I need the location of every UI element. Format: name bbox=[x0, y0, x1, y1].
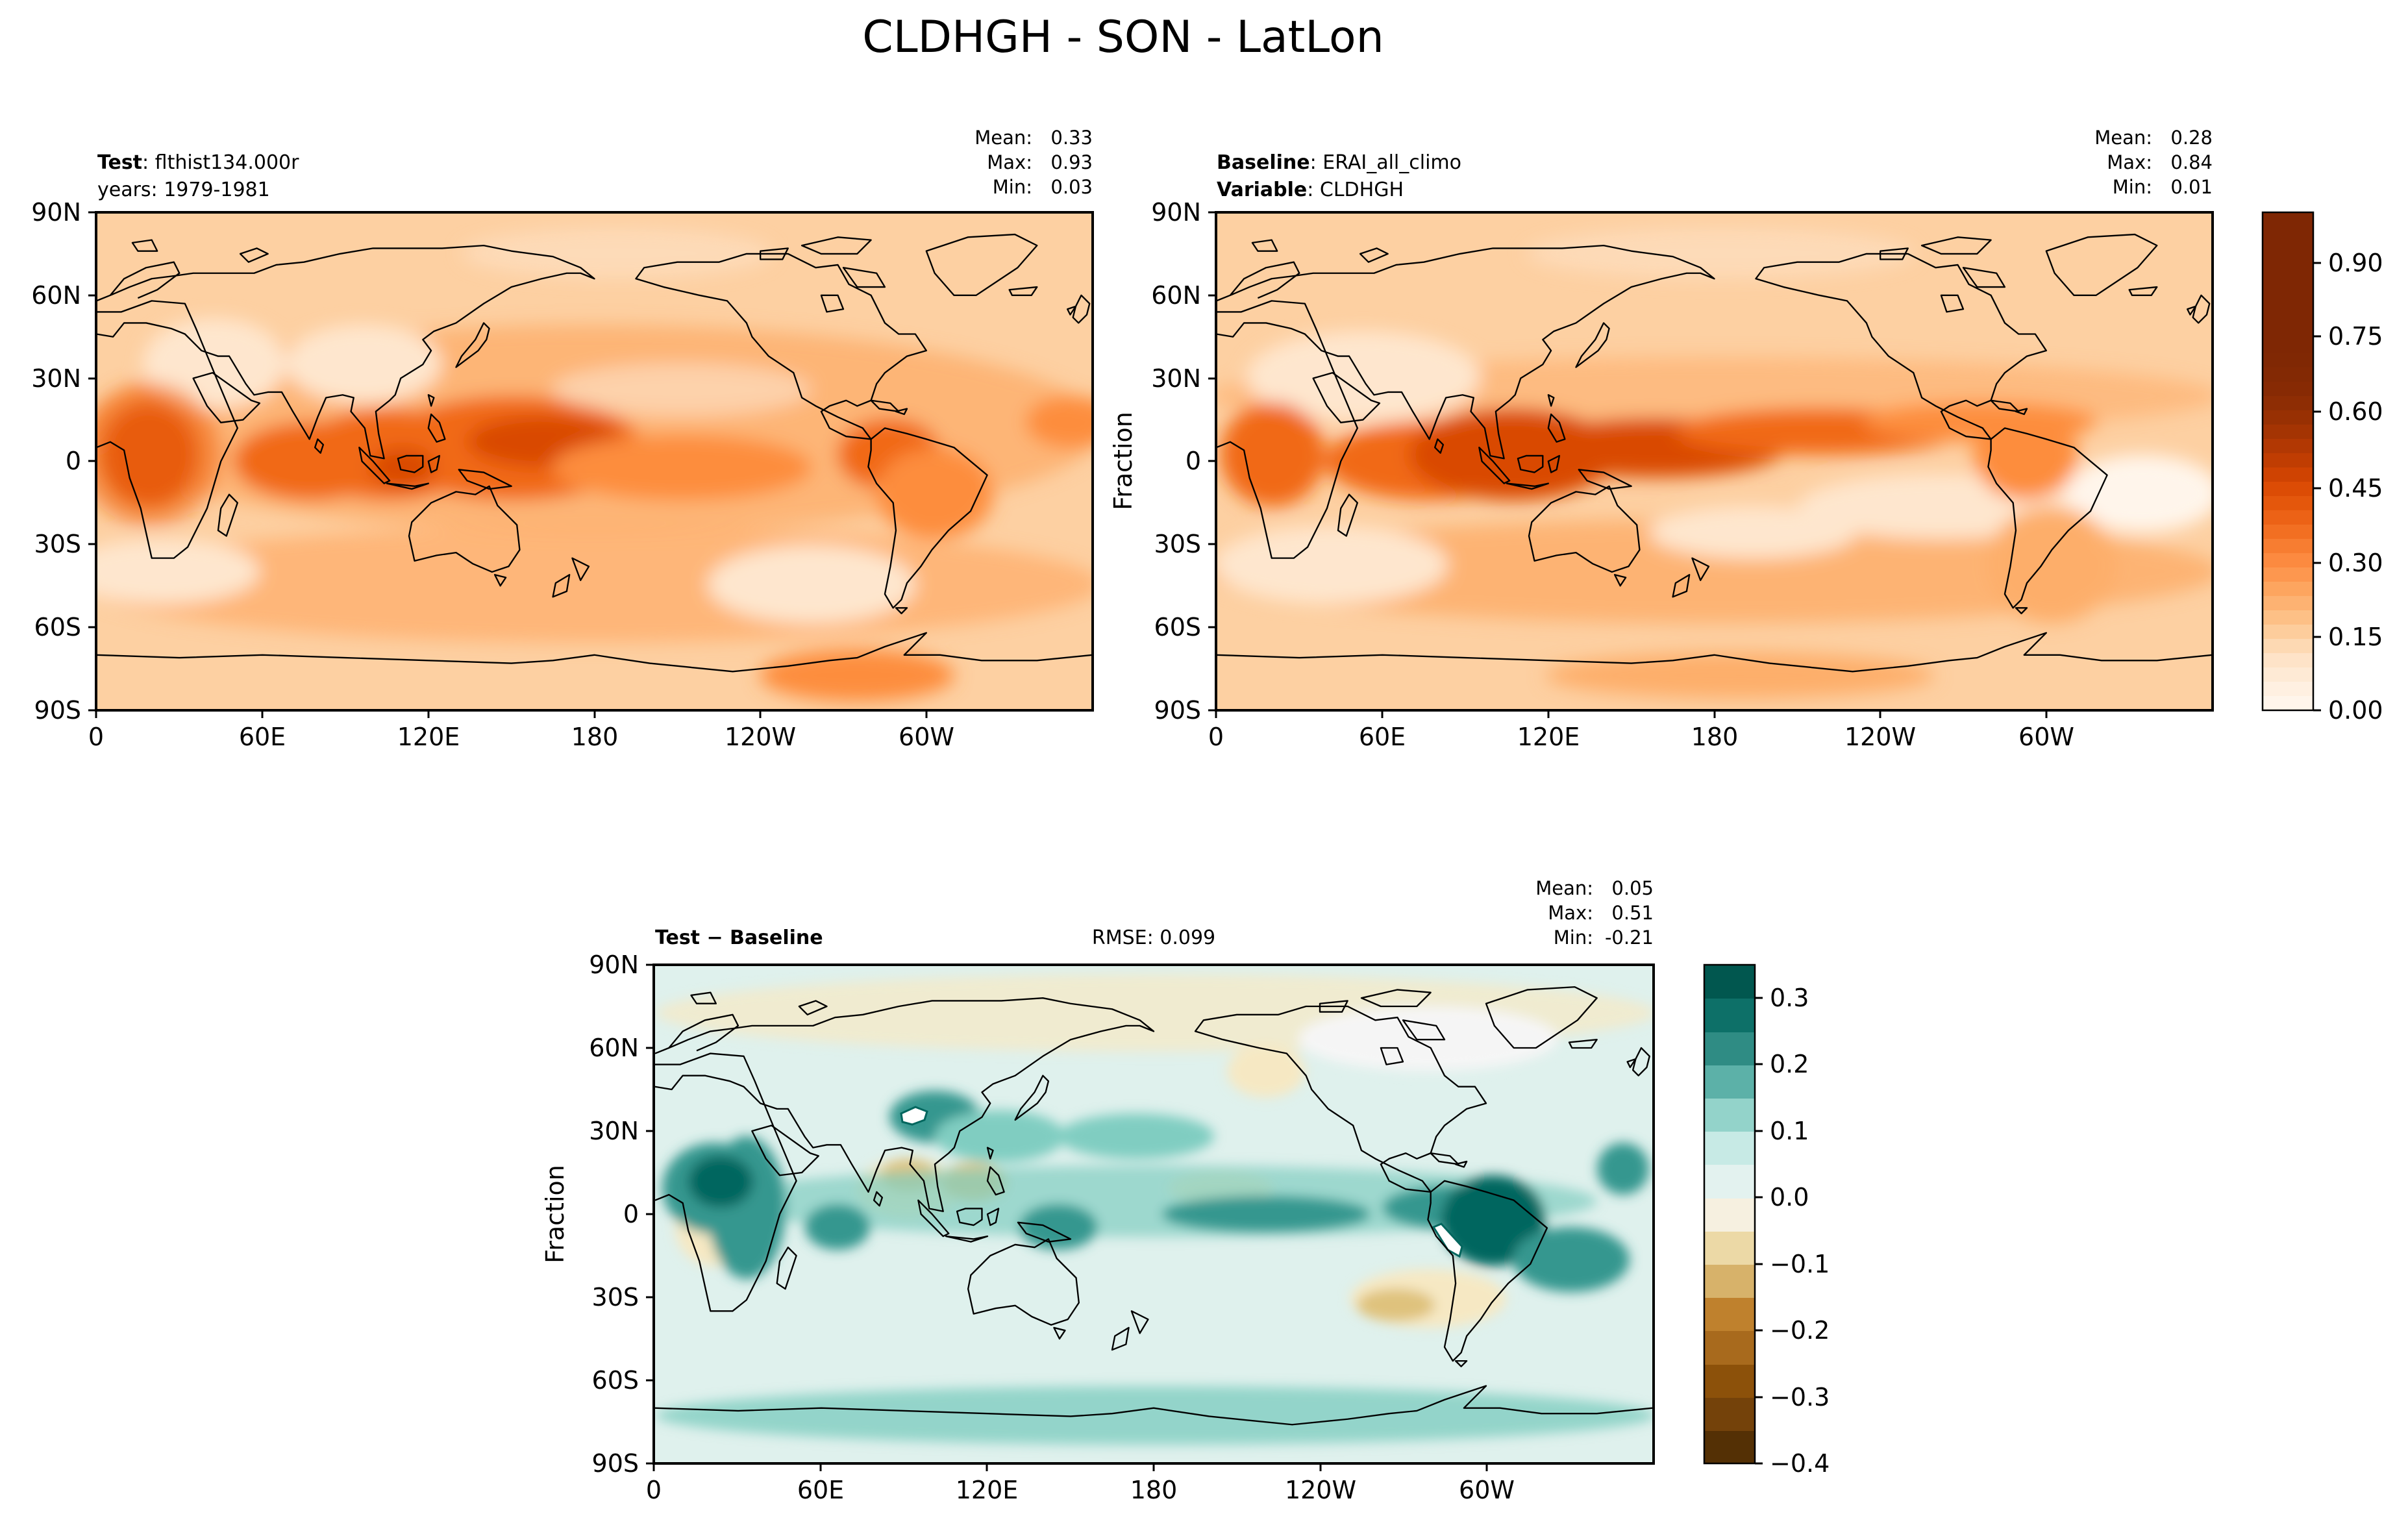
svg-text:0.0: 0.0 bbox=[1770, 1183, 1809, 1212]
svg-text:90S: 90S bbox=[592, 1449, 639, 1478]
svg-text:0.3: 0.3 bbox=[1770, 984, 1809, 1012]
svg-text:0.03: 0.03 bbox=[1050, 176, 1093, 198]
svg-text:0.51: 0.51 bbox=[1611, 902, 1654, 924]
svg-text:120E: 120E bbox=[397, 723, 460, 751]
svg-text:60E: 60E bbox=[1359, 723, 1406, 751]
test-map-field bbox=[96, 212, 1093, 710]
diff-stats: Mean: 0.05 Max: 0.51 Min: -0.21 bbox=[1535, 877, 1654, 949]
test-panel: Test: flthist134.000r years: 1979-1981 M… bbox=[31, 127, 1094, 751]
svg-text:120E: 120E bbox=[956, 1476, 1019, 1504]
baseline-lat-axis: 90N 60N 30N 0 30S 60S 90S bbox=[1151, 198, 1216, 725]
svg-text:60N: 60N bbox=[31, 281, 81, 310]
test-lon-axis: 0 60E 120E 180 120W 60W bbox=[88, 710, 954, 751]
svg-text:0: 0 bbox=[623, 1200, 639, 1228]
svg-text:0: 0 bbox=[66, 447, 81, 475]
svg-text:Min:: Min: bbox=[993, 176, 1032, 198]
svg-text:30N: 30N bbox=[1151, 364, 1201, 393]
svg-text:Min:: Min: bbox=[1554, 926, 1593, 949]
svg-text:120W: 120W bbox=[725, 723, 796, 751]
svg-text:120W: 120W bbox=[1844, 723, 1916, 751]
baseline-ylabel: Fraction bbox=[1109, 412, 1137, 510]
diff-rmse: RMSE: 0.099 bbox=[1092, 926, 1215, 949]
svg-text:Min:: Min: bbox=[2113, 176, 2152, 198]
baseline-stats: Mean: 0.28 Max: 0.84 Min: 0.01 bbox=[2094, 127, 2213, 198]
svg-text:Max:: Max: bbox=[987, 151, 1032, 173]
svg-text:0.33: 0.33 bbox=[1050, 127, 1093, 149]
svg-text:60E: 60E bbox=[239, 723, 286, 751]
test-years: years: 1979-1981 bbox=[97, 179, 270, 201]
test-stats: Mean: 0.33 Max: 0.93 Min: 0.03 bbox=[974, 127, 1093, 198]
svg-text:Mean:: Mean: bbox=[2094, 127, 2152, 149]
svg-text:0: 0 bbox=[1185, 447, 1201, 475]
svg-text:−0.2: −0.2 bbox=[1770, 1316, 1830, 1345]
diff-panel: Test − Baseline RMSE: 0.099 Mean: 0.05 Ma… bbox=[541, 877, 1655, 1504]
svg-text:90N: 90N bbox=[1151, 198, 1201, 227]
svg-text:0.60: 0.60 bbox=[2328, 397, 2383, 426]
svg-text:120W: 120W bbox=[1285, 1476, 1356, 1504]
svg-text:60N: 60N bbox=[589, 1034, 639, 1062]
baseline-lon-axis: 0 60E 120E 180 120W 60W bbox=[1208, 710, 2074, 751]
svg-text:60N: 60N bbox=[1151, 281, 1201, 310]
svg-text:120E: 120E bbox=[1517, 723, 1580, 751]
svg-text:0: 0 bbox=[646, 1476, 662, 1504]
diff-lat-axis: 90N 60N 30N 0 30S 60S 90S bbox=[589, 951, 654, 1478]
svg-text:0.90: 0.90 bbox=[2328, 249, 2383, 277]
diff-ylabel: Fraction bbox=[541, 1165, 569, 1263]
test-title: Test: flthist134.000r bbox=[97, 151, 299, 174]
svg-text:−0.3: −0.3 bbox=[1770, 1383, 1830, 1411]
svg-text:90N: 90N bbox=[31, 198, 81, 227]
svg-text:0.30: 0.30 bbox=[2328, 549, 2383, 577]
svg-text:0: 0 bbox=[88, 723, 104, 751]
svg-text:0.2: 0.2 bbox=[1770, 1050, 1809, 1078]
diff-title: Test − Baseline bbox=[655, 926, 823, 949]
svg-text:Max:: Max: bbox=[1548, 902, 1593, 924]
colorbar-bottom: 0.3 0.2 0.1 0.0 −0.1 −0.2 −0.3 −0.4 bbox=[1703, 963, 1830, 1478]
svg-text:60S: 60S bbox=[592, 1366, 639, 1395]
svg-text:30N: 30N bbox=[31, 364, 81, 393]
diff-lon-axis: 0 60E 120E 180 120W 60W bbox=[646, 1463, 1515, 1504]
svg-text:60S: 60S bbox=[1154, 613, 1201, 641]
svg-text:60E: 60E bbox=[797, 1476, 844, 1504]
diff-map-field bbox=[654, 965, 1654, 1463]
svg-text:60S: 60S bbox=[34, 613, 81, 641]
svg-text:−0.4: −0.4 bbox=[1770, 1449, 1830, 1478]
svg-text:0.28: 0.28 bbox=[2170, 127, 2213, 149]
svg-text:0.15: 0.15 bbox=[2328, 623, 2383, 651]
svg-text:0.84: 0.84 bbox=[2170, 151, 2213, 173]
svg-text:-0.21: -0.21 bbox=[1605, 926, 1654, 949]
svg-text:60W: 60W bbox=[899, 723, 954, 751]
svg-text:60W: 60W bbox=[2018, 723, 2074, 751]
svg-text:Mean:: Mean: bbox=[974, 127, 1032, 149]
svg-text:30S: 30S bbox=[1154, 530, 1201, 558]
svg-text:0.45: 0.45 bbox=[2328, 474, 2383, 503]
svg-text:90N: 90N bbox=[589, 951, 639, 979]
colorbar-top: 0.00 0.15 0.30 0.45 0.60 0.75 0.90 bbox=[2261, 211, 2383, 725]
svg-text:30N: 30N bbox=[589, 1117, 639, 1145]
svg-text:0.00: 0.00 bbox=[2328, 696, 2383, 725]
svg-text:−0.1: −0.1 bbox=[1770, 1250, 1830, 1278]
baseline-variable: Variable: CLDHGH bbox=[1217, 179, 1404, 201]
baseline-map-field bbox=[1216, 212, 2213, 710]
figure-title: CLDHGH - SON - LatLon bbox=[862, 12, 1384, 63]
svg-text:180: 180 bbox=[1691, 723, 1739, 751]
svg-text:0.05: 0.05 bbox=[1611, 877, 1654, 899]
svg-text:Mean:: Mean: bbox=[1535, 877, 1593, 899]
test-lat-axis: 90N 60N 30N 0 30S 60S 90S bbox=[31, 198, 96, 725]
svg-text:0.75: 0.75 bbox=[2328, 322, 2383, 351]
svg-text:0: 0 bbox=[1208, 723, 1224, 751]
baseline-panel: Baseline: ERAI_all_climo Variable: CLDHG… bbox=[1109, 127, 2214, 751]
svg-text:60W: 60W bbox=[1459, 1476, 1515, 1504]
baseline-title: Baseline: ERAI_all_climo bbox=[1217, 151, 1461, 174]
svg-text:0.93: 0.93 bbox=[1050, 151, 1093, 173]
svg-text:0.01: 0.01 bbox=[2170, 176, 2213, 198]
svg-text:180: 180 bbox=[571, 723, 619, 751]
svg-text:90S: 90S bbox=[1154, 696, 1201, 725]
svg-text:30S: 30S bbox=[592, 1283, 639, 1311]
svg-text:180: 180 bbox=[1130, 1476, 1178, 1504]
svg-text:Max:: Max: bbox=[2107, 151, 2152, 173]
svg-text:30S: 30S bbox=[34, 530, 81, 558]
svg-text:0.1: 0.1 bbox=[1770, 1117, 1809, 1145]
svg-text:90S: 90S bbox=[34, 696, 81, 725]
